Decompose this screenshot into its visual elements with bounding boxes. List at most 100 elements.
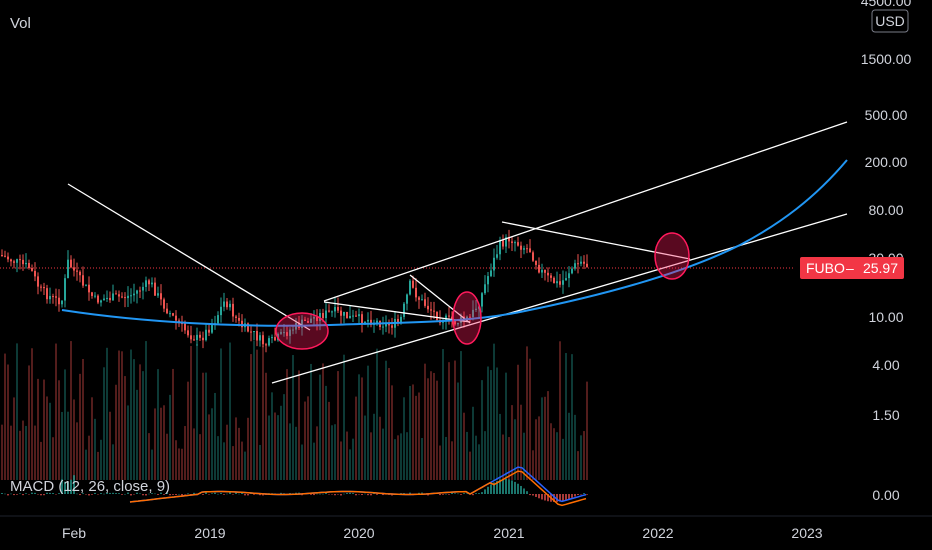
macd-histogram-bar [520,485,522,494]
macd-histogram-bar [214,492,216,494]
volume-bar [568,412,570,480]
volume-bar [583,431,585,480]
volume-bar [508,437,510,480]
macd-histogram-bar [343,493,345,495]
currency-label[interactable]: USD [875,13,905,29]
y-tick: 200.00 [865,154,908,170]
volume-bar [292,355,294,480]
candle-body [508,237,510,242]
volume-bar [187,381,189,480]
candle-body [226,301,228,308]
macd-histogram-bar [442,494,444,495]
volume-bar [376,348,378,480]
candle-body [499,240,501,255]
volume-bar [391,385,393,480]
macd-histogram-bar [193,492,195,494]
candle-body [103,298,105,301]
volume-bar [166,433,168,480]
candle-body [343,311,345,316]
candle-body [580,261,582,264]
volume-bar [199,434,201,480]
candle-body [274,337,276,341]
volume-bar [67,411,69,480]
volume-bar [172,368,174,480]
volume-bar [13,397,15,480]
volume-bar [169,394,171,480]
volume-bar [520,404,522,480]
x-axis[interactable]: Feb 2019 2020 2021 2022 2023 [62,525,823,541]
volume-bar [10,425,12,480]
candle-body [289,329,291,336]
volume-bar [505,372,507,480]
macd-histogram-bar [574,494,576,497]
macd-histogram-bar [94,492,96,494]
candle-body [403,303,405,317]
volume-bar [97,451,99,480]
candle-body [106,297,108,299]
volume-bar [394,439,396,480]
volume-bar [463,412,465,480]
candle-body [424,299,426,306]
macd-histogram-bar [535,494,537,497]
volume-bar [418,392,420,480]
volume-bar [205,372,207,480]
candle-body [301,319,303,329]
candle-body [559,281,561,285]
x-tick: 2021 [493,525,524,541]
volume-bar [400,433,402,480]
candle-body [292,329,294,331]
volume-bar [370,432,372,480]
volume-bar [550,423,552,480]
candle-body [328,310,330,312]
volume-bar [25,425,27,480]
candle-body [532,252,534,261]
macd-histogram-bar [421,492,423,494]
candle-body [232,303,234,317]
candle-body [325,310,327,319]
macd-histogram-bar [523,488,525,494]
candle-body [364,321,366,324]
macd-histogram-bar [529,494,531,496]
y-tick: 0.00 [872,487,899,503]
volume-bar [109,411,111,480]
macd-histogram-bar [25,493,27,494]
volume-bar [64,369,66,480]
macd-histogram-bar [367,494,369,496]
volume-bar [571,354,573,480]
candle-body [334,307,336,312]
volume-bar [202,372,204,480]
macd-histogram-bar [499,479,501,494]
macd-histogram-bar [160,492,162,494]
macd-histogram-bar [463,493,465,494]
macd-histogram-bar [166,492,168,494]
y-axis[interactable]: 4500.00 1500.00 500.00 200.00 80.00 30.0… [861,0,912,503]
volume-bar [175,440,177,480]
candle-body [310,318,312,323]
volume-bar [124,376,126,480]
candle-body [457,322,459,325]
macd-histogram-bar [382,494,384,496]
macd-histogram-bar [55,494,57,495]
candle-body [517,242,519,246]
candle-body [40,286,42,288]
candle-body [136,290,138,294]
candle-body [406,294,408,304]
volume-bar [7,364,9,480]
volume-bar [112,444,114,480]
macd-histogram-bar [370,494,372,496]
volume-bar [538,416,540,480]
volume-bar [511,405,513,480]
currency-badge[interactable] [871,9,909,33]
volume-bar [73,399,75,480]
macd-histogram-bar [100,493,102,494]
macd-histogram-bar [553,494,555,502]
candle-body [196,334,198,341]
macd-histogram-bar [1,493,3,494]
candle-body [235,316,237,318]
volume-bar [451,441,453,480]
volume-bar [247,417,249,480]
macd-histogram-bar [295,492,297,494]
macd-histogram-bar [283,493,285,494]
volume-bar [358,374,360,480]
